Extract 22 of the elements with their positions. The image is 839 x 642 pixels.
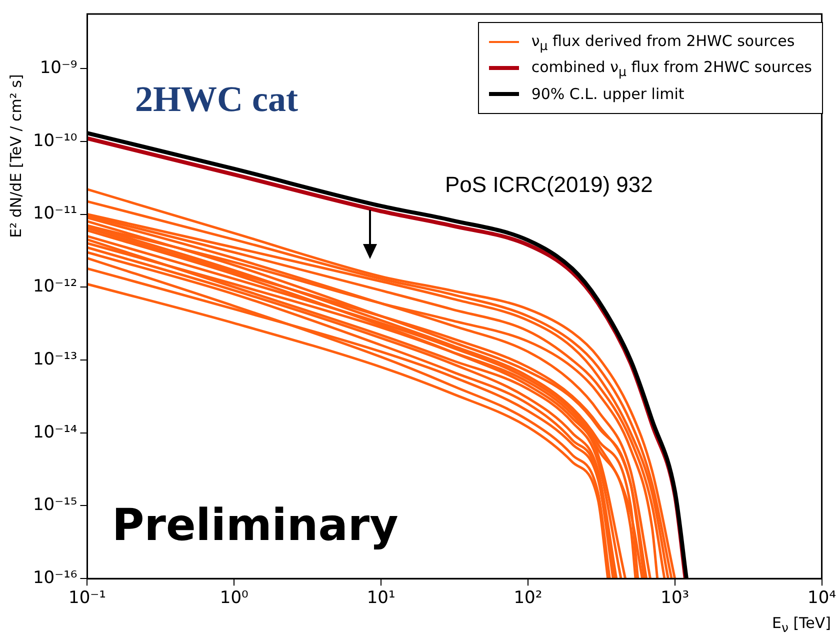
annotation: PoS ICRC(2019) 932: [445, 172, 653, 198]
x-axis-title: E$_{ν}$ [TeV]: [772, 614, 831, 635]
x-tick-label: 10³: [660, 588, 690, 608]
legend-label: 90% C.L. upper limit: [531, 85, 684, 103]
y-tick-label: 10⁻¹³: [32, 349, 78, 370]
y-tick-label: 10⁻¹⁵: [32, 495, 78, 516]
x-tick-label: 10⁴: [808, 588, 836, 608]
legend-label: combined ν$_{μ}$ flux from 2HWC sources: [531, 58, 812, 78]
y-tick-label: 10⁻¹⁰: [32, 130, 78, 151]
x-tick-label: 10⁰: [220, 588, 249, 608]
y-tick-label: 10⁻¹¹: [32, 204, 78, 224]
y-tick-label: 10⁻⁹: [40, 58, 78, 78]
y-tick-label: 10⁻¹²: [32, 276, 78, 297]
annotation: 2HWC cat: [135, 78, 298, 120]
y-axis-title: E² dN/dE [TeV / cm² s]: [7, 74, 25, 238]
y-tick-label: 10⁻¹⁴: [32, 422, 78, 442]
x-tick-label: 10²: [514, 588, 542, 608]
x-tick-label: 10⁻¹: [68, 588, 106, 608]
x-tick-label: 10¹: [366, 588, 396, 608]
y-tick-label: 10⁻¹⁶: [32, 568, 78, 588]
annotation: Preliminary: [112, 500, 398, 551]
legend-label: ν$_{μ}$ flux derived from 2HWC sources: [531, 32, 795, 52]
